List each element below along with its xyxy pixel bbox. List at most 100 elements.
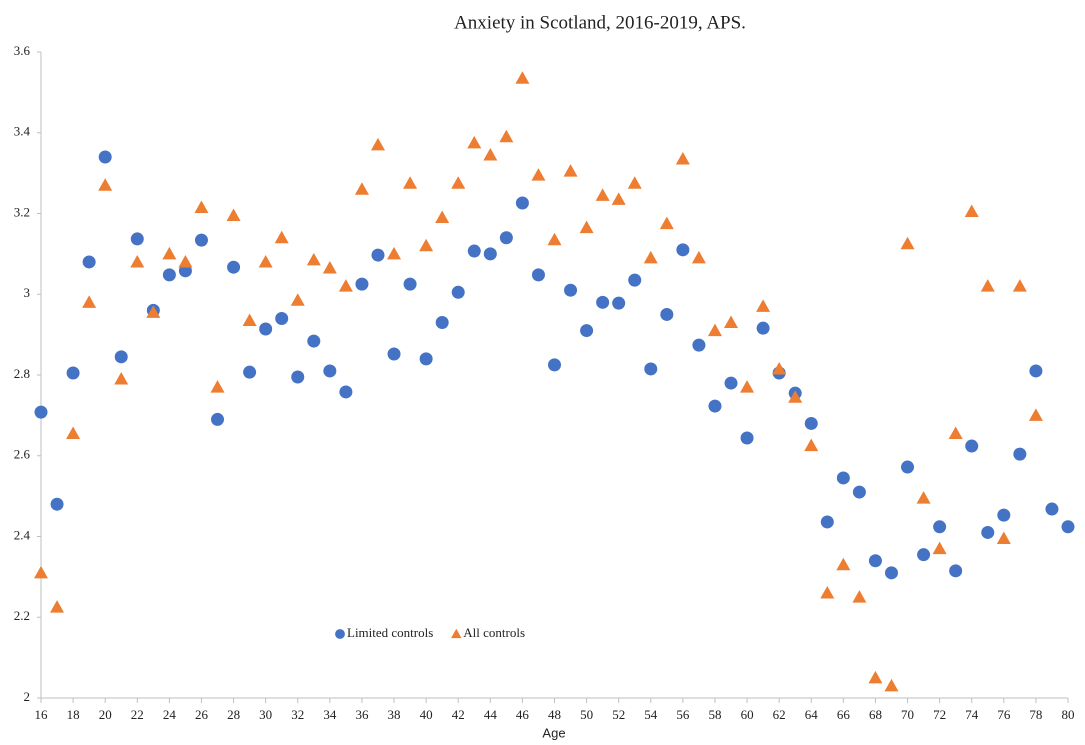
point [274,230,289,244]
point [580,324,594,338]
point [387,347,401,361]
point [194,233,208,247]
point [980,279,995,292]
point [467,244,481,258]
point [836,557,851,571]
point [852,485,866,499]
x-tick-label: 52 [612,707,625,722]
x-axis-label: Age [542,725,565,740]
point [1061,520,1075,534]
y-tick-label: 2.8 [14,366,30,381]
x-tick-label: 54 [644,707,658,722]
point [868,554,882,568]
point [756,299,771,312]
point [275,311,289,325]
x-tick-label: 18 [67,707,80,722]
point [499,129,514,143]
point [499,231,513,245]
point [355,277,369,291]
point [243,365,257,379]
point [435,210,450,224]
x-tick-label: 46 [516,707,530,722]
y-tick-label: 2.2 [14,608,30,623]
x-tick-label: 24 [163,707,177,722]
point [146,305,161,318]
point [338,279,353,292]
point [354,182,369,195]
point [659,216,674,230]
x-tick-label: 72 [933,707,946,722]
legend-label: Limited controls [347,625,433,640]
point [772,361,787,375]
point [965,439,979,453]
x-tick-label: 36 [355,707,369,722]
point [611,192,626,205]
point [868,670,883,684]
point [1012,279,1027,292]
point [483,147,498,161]
point [82,295,97,308]
x-tick-label: 56 [676,707,690,722]
point [852,590,867,603]
point [804,438,819,452]
point [707,323,722,337]
point [306,252,321,266]
point [226,208,241,222]
point [178,264,192,278]
x-tick-label: 16 [35,707,49,722]
point [643,250,658,264]
chart-title: Anxiety in Scotland, 2016-2019, APS. [454,12,746,33]
point [804,416,818,430]
point [98,178,113,191]
y-tick-label: 2.6 [14,447,31,462]
point [419,352,433,366]
point [1013,447,1027,461]
point [322,261,337,274]
point [403,277,417,291]
point [130,232,144,246]
point [435,316,449,330]
point [964,204,979,217]
point [788,390,803,403]
point [901,460,915,474]
point [227,260,241,274]
point [948,426,963,440]
y-tick-label: 3.2 [14,204,30,219]
point [371,248,385,262]
point [451,176,466,189]
point [210,380,225,393]
point [242,313,257,326]
point [996,531,1011,545]
point [644,362,658,376]
point [98,150,112,164]
point [339,385,353,399]
point [50,497,64,511]
point [211,412,225,426]
point [740,380,755,393]
legend-marker [335,629,345,639]
point [820,586,835,599]
x-tick-label: 44 [484,707,498,722]
x-tick-label: 50 [580,707,593,722]
x-tick-label: 22 [131,707,144,722]
point [628,273,642,287]
x-tick-label: 42 [452,707,465,722]
x-tick-label: 68 [869,707,882,722]
x-tick-label: 80 [1062,707,1075,722]
point [515,196,529,210]
point [675,151,690,165]
x-tick-label: 20 [99,707,112,722]
point [579,220,594,234]
point [1028,408,1043,421]
y-tick-label: 3.4 [14,124,31,139]
x-tick-label: 38 [388,707,401,722]
point [547,232,562,246]
point [933,520,947,534]
y-tick-label: 2.4 [14,527,31,542]
point [194,200,209,213]
point [483,247,497,261]
x-tick-label: 60 [741,707,754,722]
point [370,137,385,151]
point [178,254,193,268]
point [612,296,626,310]
